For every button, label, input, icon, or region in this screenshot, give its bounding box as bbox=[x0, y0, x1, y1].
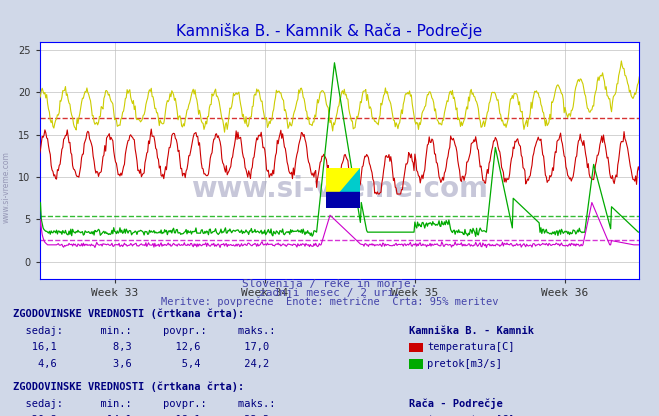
Text: ZGODOVINSKE VREDNOSTI (črtkana črta):: ZGODOVINSKE VREDNOSTI (črtkana črta): bbox=[13, 382, 244, 392]
Text: www.si-vreme.com: www.si-vreme.com bbox=[2, 151, 11, 223]
FancyBboxPatch shape bbox=[409, 359, 423, 369]
Text: temperatura[C]: temperatura[C] bbox=[427, 342, 515, 352]
Text: Meritve: povprečne  Enote: metrične  Črta: 95% meritev: Meritve: povprečne Enote: metrične Črta:… bbox=[161, 295, 498, 307]
FancyBboxPatch shape bbox=[409, 343, 423, 352]
Text: Rača - Podrečje: Rača - Podrečje bbox=[409, 398, 502, 409]
Text: Kamniška B. - Kamnik: Kamniška B. - Kamnik bbox=[409, 326, 534, 336]
Polygon shape bbox=[326, 168, 360, 208]
Text: ZGODOVINSKE VREDNOSTI (črtkana črta):: ZGODOVINSKE VREDNOSTI (črtkana črta): bbox=[13, 309, 244, 319]
Text: Kamniška B. - Kamnik & Rača - Podrečje: Kamniška B. - Kamnik & Rača - Podrečje bbox=[177, 23, 482, 39]
Text: zadnji mesec / 2 uri.: zadnji mesec / 2 uri. bbox=[258, 288, 401, 298]
Text: pretok[m3/s]: pretok[m3/s] bbox=[427, 359, 502, 369]
Text: www.si-vreme.com: www.si-vreme.com bbox=[191, 175, 488, 203]
Text: sedaj:      min.:     povpr.:     maks.:: sedaj: min.: povpr.: maks.: bbox=[13, 399, 275, 409]
Text: sedaj:      min.:     povpr.:     maks.:: sedaj: min.: povpr.: maks.: bbox=[13, 326, 275, 336]
Text: Slovenija / reke in morje.: Slovenija / reke in morje. bbox=[242, 279, 417, 289]
Polygon shape bbox=[326, 168, 360, 208]
Polygon shape bbox=[326, 192, 360, 208]
Text: 4,6         3,6        5,4       24,2: 4,6 3,6 5,4 24,2 bbox=[13, 359, 270, 369]
Text: 16,1         8,3       12,6       17,0: 16,1 8,3 12,6 17,0 bbox=[13, 342, 270, 352]
